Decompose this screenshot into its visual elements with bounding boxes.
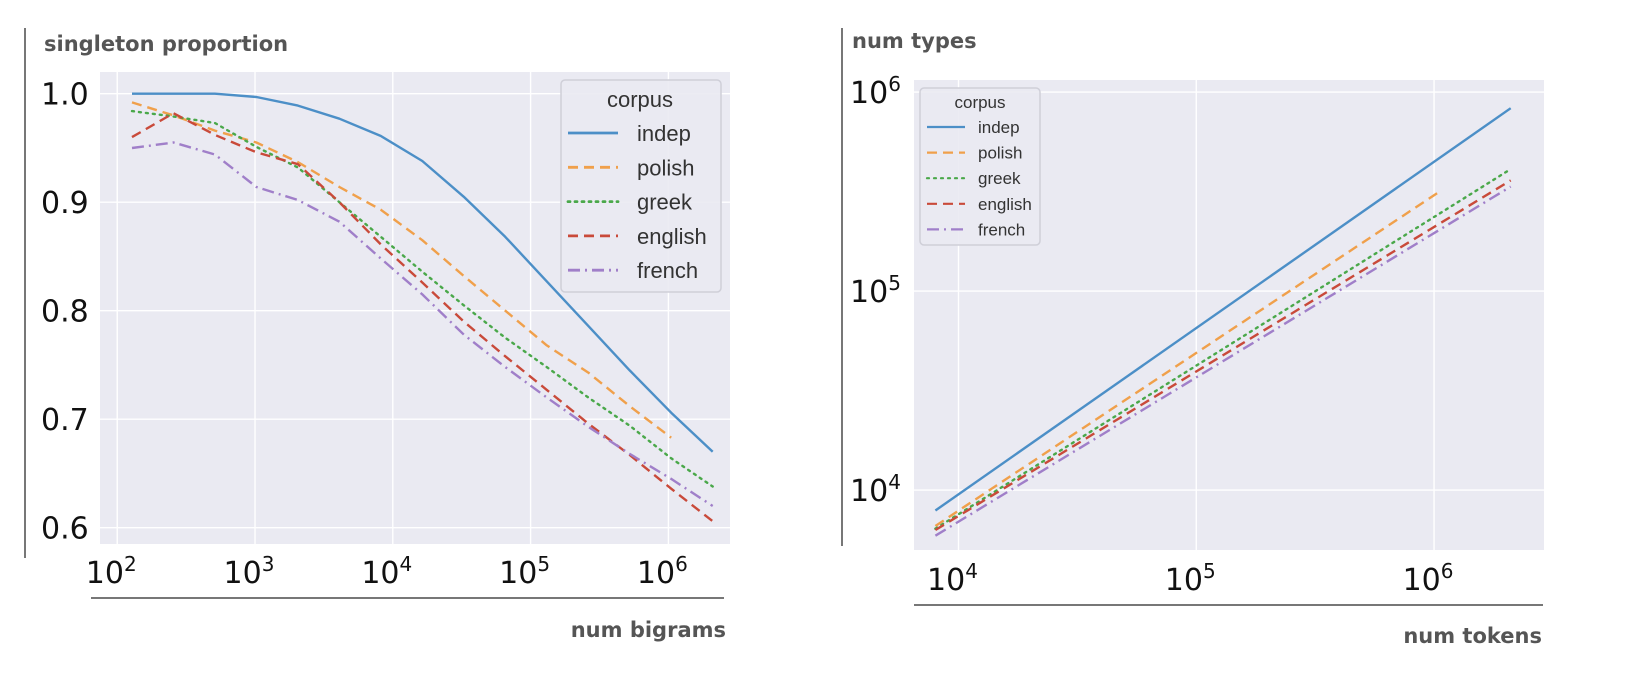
legend-label-french: french [637,258,698,283]
singleton-proportion-chart: singleton proportion 1.0 0.9 0.8 0.7 0.6 102… [24,28,730,642]
right-x-axis-title: num tokens [1403,624,1542,648]
series-line-english [934,179,1512,532]
legend-label-greek: greek [637,190,693,215]
y-tick-label: 0.7 [41,403,89,438]
legend-label-greek: greek [978,169,1021,188]
legend-label-indep: indep [978,118,1020,137]
series-line-polish [934,190,1440,528]
x-tick-label: 104 [927,559,978,598]
series-line-english [131,111,714,523]
series-line-greek [934,167,1512,530]
x-tick-label: 104 [361,552,412,591]
x-tick-label: 103 [224,552,275,591]
right-x-tick-labels: 104 105 106 [927,559,1453,598]
legend-label-polish: polish [637,155,694,180]
y-tick-label: 0.8 [41,295,89,330]
left-legend: corpus indep polish greek english french [560,79,722,293]
series-line-indep [934,107,1512,512]
series-line-indep [132,92,714,453]
right-series-lines [934,107,1512,537]
y-tick-label: 105 [850,271,901,310]
x-tick-label: 105 [499,552,550,591]
right-y-tick-labels: 106 105 104 [850,72,901,509]
legend-label-polish: polish [978,144,1022,163]
left-legend-items: indep polish greek english french [566,121,707,283]
right-y-axis-title: num types [852,29,977,53]
x-tick-label: 106 [637,552,688,591]
series-line-polish [131,101,672,439]
series-line-greek [130,109,714,488]
x-tick-label: 105 [1165,559,1216,598]
y-tick-label: 106 [850,72,901,111]
right-legend-title: corpus [954,93,1005,112]
left-legend-title: corpus [607,87,673,112]
right-legend: corpus indep polish greek english french [919,87,1041,246]
right-legend-items: indep polish greek english french [925,118,1032,239]
series-line-french [934,185,1512,537]
legend-label-french: french [978,220,1025,239]
x-tick-label: 102 [86,552,137,591]
series-line-french [131,141,714,508]
num-types-chart: num types 106 105 104 104 105 106 num tokens… [841,28,1544,648]
y-tick-label: 0.6 [41,512,89,547]
legend-label-indep: indep [637,121,691,146]
left-y-tick-labels: 1.0 0.9 0.8 0.7 0.6 [41,78,89,547]
y-tick-label: 1.0 [41,78,89,113]
left-series-lines [130,92,714,523]
left-y-axis-title: singleton proportion [44,32,288,56]
y-tick-label: 104 [850,470,901,509]
legend-label-english: english [637,224,707,249]
y-tick-label: 0.9 [41,186,89,221]
left-x-tick-labels: 102 103 104 105 106 [86,552,688,591]
legend-label-english: english [978,195,1032,214]
left-x-axis-title: num bigrams [571,618,726,642]
x-tick-label: 106 [1403,559,1454,598]
